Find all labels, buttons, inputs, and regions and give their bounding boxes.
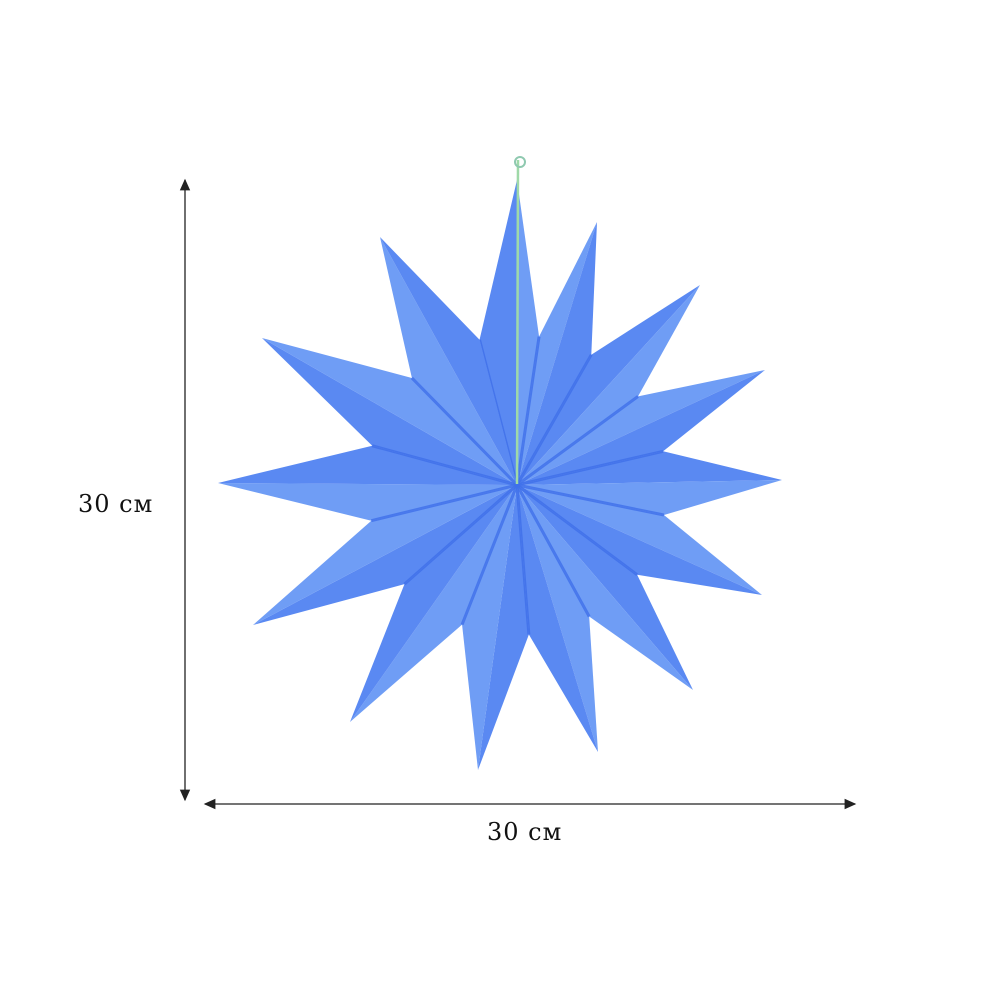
star-point-face	[462, 485, 517, 770]
star-point-face	[479, 180, 517, 485]
star-fold-line	[516, 483, 639, 576]
star-fold-line	[371, 444, 518, 487]
star-point-face	[517, 485, 693, 690]
width-label: 30 см	[487, 818, 563, 846]
star-fold-line	[403, 483, 518, 586]
star-point-face	[218, 445, 517, 485]
star-point-face	[262, 338, 517, 485]
star-point-face	[517, 370, 765, 485]
star-point-face	[517, 180, 540, 485]
star-point-face	[517, 480, 782, 516]
star-fold-line	[515, 336, 541, 486]
star-point-face	[350, 485, 517, 722]
star-fold-line	[516, 483, 665, 517]
star-point-face	[253, 485, 517, 625]
star-fold-line	[516, 395, 639, 487]
star-fold-line	[515, 353, 593, 486]
star-point-face	[218, 483, 517, 521]
star-point-face	[517, 285, 700, 485]
hanging-string	[515, 159, 520, 485]
star-point-face	[478, 485, 529, 770]
star-fold-line	[515, 484, 591, 618]
star-point-face	[517, 222, 597, 485]
star-point-face	[380, 237, 517, 485]
star-point-face	[517, 451, 782, 485]
star-fold-line	[516, 449, 664, 487]
star-fold-line	[410, 376, 519, 487]
star-point-face	[517, 485, 598, 752]
star-point-face	[517, 485, 762, 595]
star-fold-line	[370, 483, 518, 523]
paper-star	[218, 180, 782, 770]
star-fold-line	[515, 484, 531, 635]
string-loop	[514, 156, 526, 168]
star-fold-line	[460, 484, 519, 626]
height-label: 30 см	[78, 490, 154, 518]
